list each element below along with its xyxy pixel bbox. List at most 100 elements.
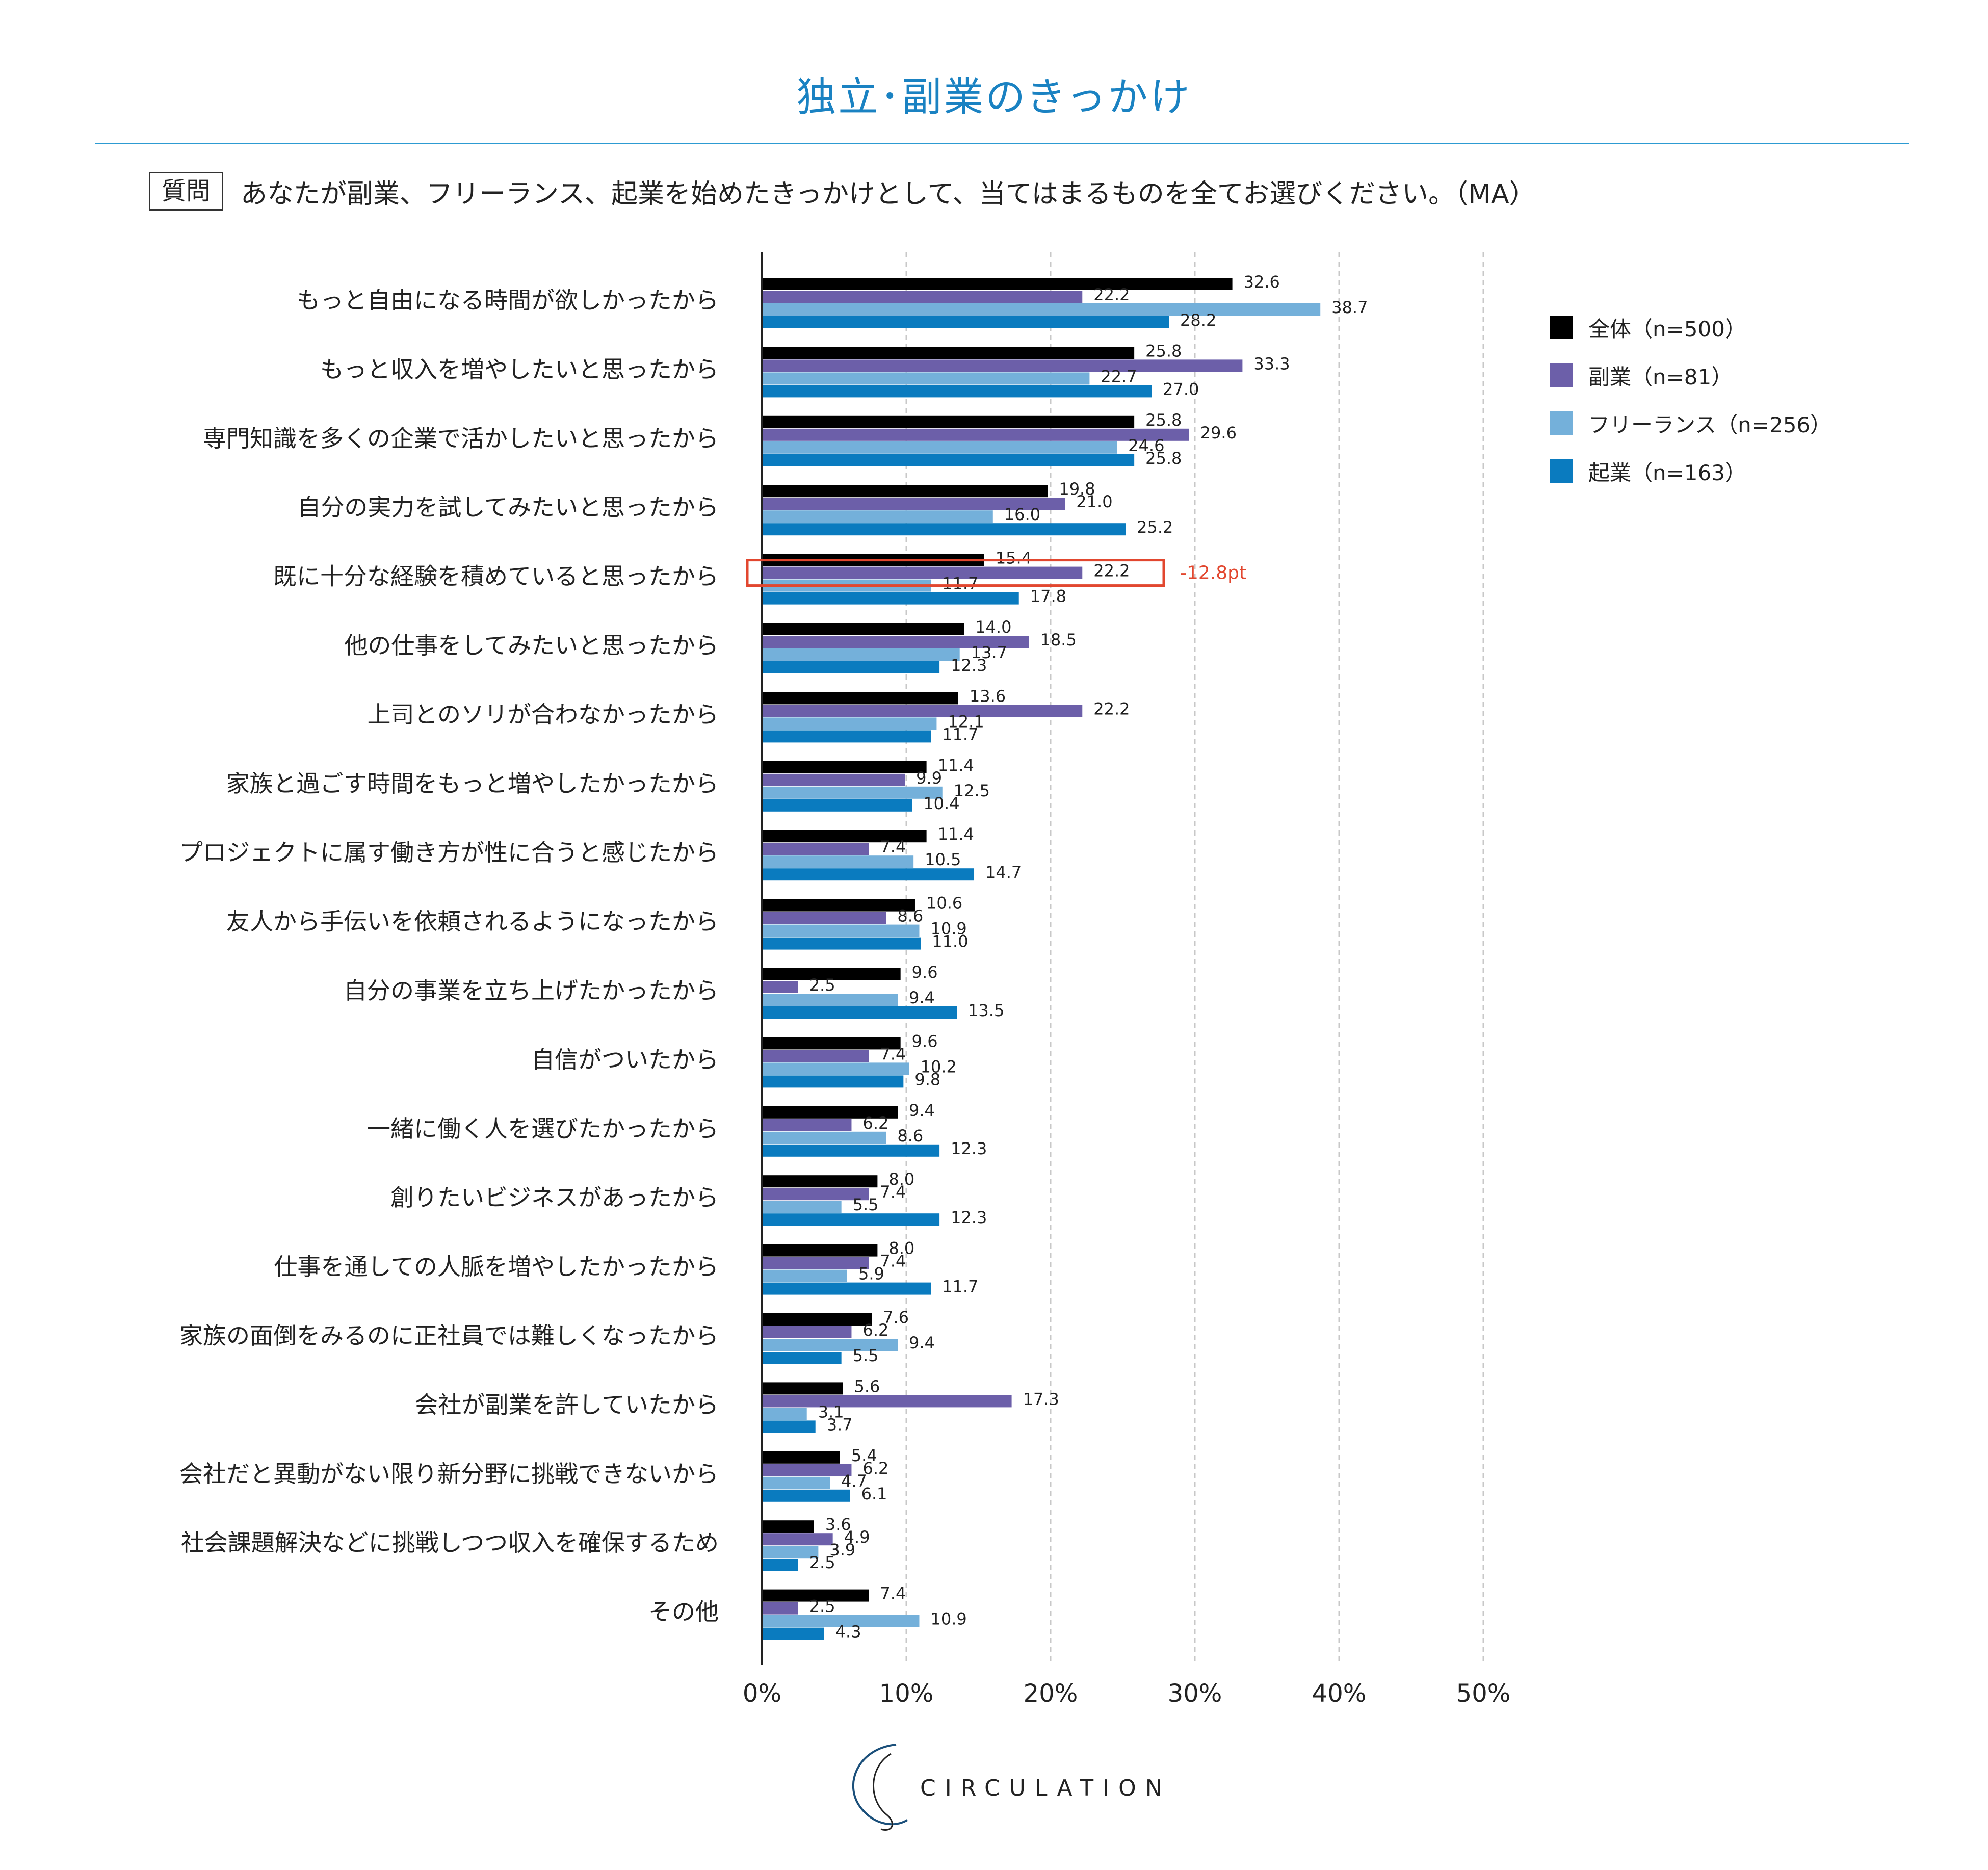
value-label: 9.8 — [914, 1070, 940, 1089]
value-label: 14.0 — [975, 617, 1011, 637]
bar — [762, 372, 1090, 385]
highlight-box — [746, 559, 1165, 587]
value-label: 7.4 — [880, 837, 906, 856]
value-label: 9.6 — [912, 1031, 938, 1051]
bar — [762, 454, 1135, 466]
bar — [762, 661, 940, 673]
bar — [762, 1201, 842, 1213]
category-label: 会社だと異動がない限り新分野に挑戦できないから — [179, 1460, 719, 1488]
value-label: 24.6 — [1128, 436, 1164, 455]
value-label: 27.0 — [1163, 379, 1199, 399]
value-label: 38.7 — [1331, 298, 1368, 317]
bar — [762, 415, 1135, 428]
bar — [762, 1037, 901, 1050]
value-label: 17.3 — [1023, 1389, 1059, 1409]
bar — [762, 1520, 814, 1533]
x-tick-label: 0% — [743, 1679, 781, 1708]
bar — [762, 428, 1189, 441]
value-label: 28.2 — [1180, 310, 1216, 330]
category-label: 創りたいビジネスがあったから — [390, 1184, 719, 1211]
value-label: 8.6 — [897, 906, 923, 926]
bar — [762, 1408, 807, 1420]
bar-chart: 0% 10% 20% 30% 40% 50% もっと自由になる時間が欲しかったから 32.6 2… — [179, 252, 1510, 1708]
value-label: 13.5 — [968, 1001, 1004, 1020]
category-label: プロジェクトに属す働き方が性に合うと感じたから — [179, 839, 719, 866]
legend-item-startup: 起業（n=163） — [1550, 447, 1832, 495]
value-label: 2.5 — [809, 1553, 835, 1572]
bar — [762, 1464, 852, 1476]
bar — [762, 1395, 1012, 1408]
bar — [762, 830, 927, 843]
bar — [762, 1476, 830, 1489]
bar — [762, 717, 937, 730]
category-label: 専門知識を多くの企業で活かしたいと思ったから — [203, 425, 719, 452]
bar — [762, 485, 1048, 498]
bar — [762, 994, 898, 1006]
bar — [762, 441, 1117, 454]
bar — [762, 1339, 898, 1351]
value-label: 12.3 — [951, 656, 987, 675]
category-label: 既に十分な経験を積めていると思ったから — [273, 563, 719, 590]
legend-swatch — [1550, 363, 1573, 387]
value-label: 5.5 — [853, 1346, 879, 1365]
value-label: 22.2 — [1093, 699, 1130, 718]
bar — [762, 359, 1243, 372]
bar — [762, 1627, 824, 1640]
bar — [762, 843, 869, 855]
value-label: 29.6 — [1200, 423, 1237, 443]
value-label: 10.9 — [930, 919, 966, 939]
bar — [762, 523, 1126, 536]
x-tick-label: 40% — [1312, 1679, 1367, 1708]
logo-text: CIRCULATION — [920, 1775, 1171, 1801]
bar — [762, 1533, 833, 1546]
bar — [762, 1313, 872, 1326]
bar — [762, 1188, 869, 1201]
category-label: 社会課題解決などに挑戦しつつ収入を確保するため — [181, 1529, 719, 1556]
bar — [762, 1244, 878, 1257]
value-label: 18.5 — [1040, 630, 1077, 650]
category-label: 他の仕事をしてみたいと思ったから — [344, 632, 719, 659]
x-tick-label: 10% — [879, 1679, 934, 1708]
bar — [762, 937, 921, 950]
value-label: 9.4 — [909, 1333, 935, 1353]
value-label: 9.4 — [909, 1101, 935, 1120]
bar — [762, 1559, 798, 1571]
bar — [762, 1213, 940, 1226]
value-label: 3.7 — [827, 1415, 853, 1434]
value-label: 25.8 — [1145, 341, 1182, 360]
value-label: 4.9 — [844, 1527, 870, 1547]
legend-item-freelance: フリーランス（n=256） — [1550, 399, 1832, 447]
bar — [762, 1546, 819, 1559]
value-label: 32.6 — [1244, 272, 1280, 292]
value-label: 22.2 — [1093, 561, 1130, 581]
value-label: 10.2 — [921, 1057, 957, 1076]
category-label: 仕事を通しての人脈を増やしたかったから — [274, 1253, 719, 1281]
value-label: 7.4 — [880, 1252, 906, 1271]
value-label: 7.6 — [883, 1308, 909, 1327]
bar — [762, 786, 943, 799]
value-label: 22.7 — [1101, 367, 1137, 386]
value-label: 13.6 — [970, 686, 1006, 706]
legend-label: 副業（n=81） — [1588, 364, 1733, 389]
value-label: 3.6 — [825, 1515, 851, 1534]
value-label: 7.4 — [880, 1584, 906, 1603]
bar — [762, 566, 1083, 579]
value-label: 8.0 — [888, 1170, 914, 1189]
bar — [762, 1451, 840, 1464]
value-label: 17.8 — [1030, 587, 1066, 606]
bar — [762, 1282, 931, 1295]
bar — [762, 648, 960, 661]
bar — [762, 1615, 920, 1627]
bar — [762, 773, 905, 786]
value-label: 16.0 — [1004, 505, 1040, 524]
value-label: 22.2 — [1093, 285, 1130, 304]
value-label: 11.4 — [938, 824, 974, 844]
category-label: もっと収入を増やしたいと思ったから — [320, 355, 719, 383]
value-label: 10.5 — [925, 850, 961, 869]
category-label: もっと自由になる時間が欲しかったから — [297, 287, 719, 314]
value-label: 9.6 — [912, 963, 938, 982]
bar — [762, 761, 927, 773]
title-divider — [95, 143, 1909, 144]
value-label: 10.9 — [930, 1609, 966, 1629]
value-label: 25.8 — [1145, 410, 1182, 430]
